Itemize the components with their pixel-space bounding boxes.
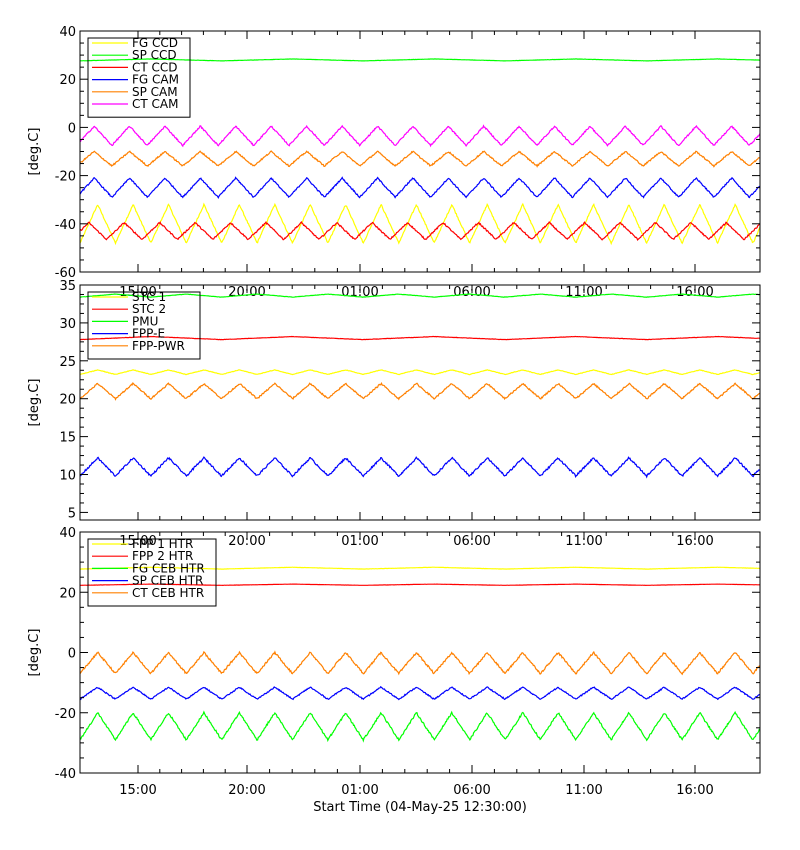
- x-tick-label: 06:00: [453, 534, 490, 549]
- series-group: [80, 58, 760, 246]
- y-tick-label: -20: [55, 170, 76, 185]
- legend-label: STC 1: [132, 290, 166, 304]
- y-axis-label: [deg.C]: [27, 128, 42, 176]
- series-line-fg-cam: [80, 176, 760, 200]
- x-tick-label: 01:00: [341, 534, 378, 549]
- legend-box: [87, 291, 201, 360]
- legend-label: FPP 2 HTR: [132, 549, 193, 563]
- legend-box: [87, 37, 191, 118]
- x-tick-label: 15:00: [119, 534, 156, 549]
- y-tick-label: 35: [59, 279, 76, 294]
- x-axis-title: Start Time (04-May-25 12:30:00): [313, 800, 527, 815]
- series-line-ct-ceb-htr: [80, 650, 760, 676]
- series-line-sp-ccd: [80, 58, 760, 62]
- series-line-fg-ccd: [80, 202, 760, 246]
- y-tick-label: 20: [59, 586, 76, 601]
- series-group: [80, 566, 760, 743]
- legend-label: FPP-E: [132, 327, 165, 341]
- legend-label: FG CCD: [132, 36, 178, 50]
- series-line-sp-ceb-htr: [80, 685, 760, 701]
- y-tick-label: 15: [59, 431, 76, 446]
- y-tick-label: -60: [55, 266, 76, 281]
- y-tick-label: 20: [59, 393, 76, 408]
- x-tick-label: 01:00: [341, 783, 378, 798]
- legend-label: CT CCD: [132, 60, 178, 74]
- y-tick-label: 30: [59, 317, 76, 332]
- legend-label: SP CAM: [132, 85, 178, 99]
- series-line-sp-cam: [80, 150, 760, 168]
- x-tick-label: 16:00: [676, 783, 713, 798]
- panel-bottom: -40 -20 0 20 40 15:00 20:00 01:00 06:00 11:00 16:0…: [27, 526, 761, 798]
- legend-label: CT CEB HTR: [132, 586, 204, 600]
- series-line-fpp-2-htr: [80, 583, 760, 587]
- x-tick-label: 06:00: [453, 783, 490, 798]
- y-axis-label: [deg.C]: [27, 629, 42, 677]
- x-tick-label: 11:00: [565, 534, 602, 549]
- legend-label: FG CEB HTR: [132, 561, 205, 575]
- y-tick-label: 5: [68, 506, 76, 521]
- legend-label: FG CAM: [132, 73, 179, 87]
- series-group: [80, 293, 760, 479]
- x-tick-label: 11:00: [565, 783, 602, 798]
- series-line-ct-ccd: [80, 220, 760, 241]
- y-tick-label: 0: [68, 647, 76, 662]
- panel-middle: 5 10 15 20 25 30 35 15:00 20:00 01:00 06:00 11:00 16…: [27, 279, 761, 549]
- x-tick-label: 15:00: [119, 783, 156, 798]
- legend-label: SP CEB HTR: [132, 574, 203, 588]
- y-tick-label: 40: [59, 526, 76, 541]
- legend-label: FPP 1 HTR: [132, 537, 193, 551]
- series-line-stc-2: [80, 335, 760, 341]
- y-tick-label: 25: [59, 355, 76, 370]
- series-line-fpp-1-htr: [80, 566, 760, 570]
- series-line-ct-cam: [80, 124, 760, 148]
- legend-label: STC 2: [132, 302, 166, 316]
- y-tick-label: -20: [55, 707, 76, 722]
- series-line-fpp-e: [80, 456, 760, 479]
- series-line-fpp-pwr: [80, 381, 760, 401]
- legend-label: FPP-PWR: [132, 339, 185, 353]
- x-tick-label: 16:00: [676, 534, 713, 549]
- y-tick-label: 40: [59, 25, 76, 40]
- legend-box: [87, 538, 217, 607]
- y-tick-label: 10: [59, 469, 76, 484]
- y-tick-label: -40: [55, 767, 76, 782]
- x-tick-label: 20:00: [228, 783, 265, 798]
- series-line-pmu: [80, 293, 760, 298]
- series-line-stc-1: [80, 369, 760, 376]
- y-tick-label: 20: [59, 73, 76, 88]
- legend-label: SP CCD: [132, 48, 177, 62]
- legend-label: CT CAM: [132, 97, 178, 111]
- legend-label: PMU: [132, 314, 158, 328]
- plot-frame: [79, 284, 761, 521]
- x-tick-label: 20:00: [228, 534, 265, 549]
- y-tick-label: 0: [68, 121, 76, 136]
- y-axis-label: [deg.C]: [27, 379, 42, 427]
- series-line-fg-ceb-htr: [80, 710, 760, 743]
- y-tick-label: -40: [55, 218, 76, 233]
